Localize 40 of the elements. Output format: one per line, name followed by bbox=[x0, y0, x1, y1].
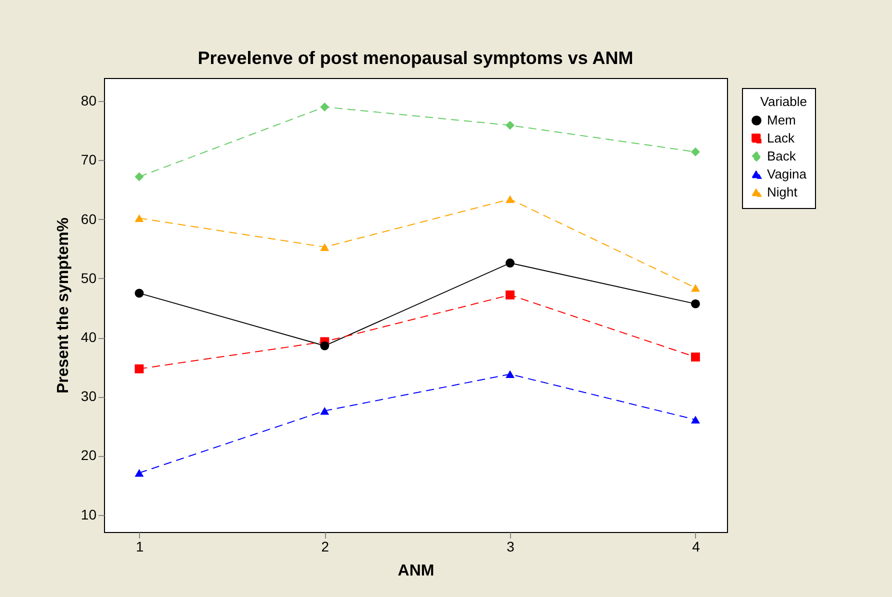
legend-label: Back bbox=[767, 148, 796, 164]
point bbox=[506, 290, 515, 300]
point bbox=[506, 195, 515, 204]
legend-title: Variable bbox=[760, 94, 807, 109]
point bbox=[691, 416, 700, 424]
y-tick-label: 50 bbox=[80, 270, 97, 286]
y-tick-label: 30 bbox=[80, 388, 97, 404]
y-tick-label: 40 bbox=[80, 329, 97, 346]
point bbox=[320, 102, 330, 112]
point bbox=[506, 370, 515, 378]
point bbox=[134, 214, 144, 222]
point bbox=[506, 258, 515, 268]
x-tick-label: 3 bbox=[506, 538, 515, 554]
point bbox=[691, 299, 700, 308]
y-tick-label: 10 bbox=[80, 506, 97, 522]
point bbox=[134, 172, 144, 182]
y-axis-title: Present the symptem% bbox=[54, 217, 72, 394]
y-tick-label: 80 bbox=[80, 92, 97, 109]
point bbox=[691, 284, 700, 292]
legend-label: Lack bbox=[767, 130, 795, 146]
legend-label: Night bbox=[767, 184, 798, 200]
x-axis-title: ANM bbox=[398, 562, 434, 580]
x-tick-label: 4 bbox=[692, 538, 700, 554]
point bbox=[134, 364, 144, 374]
y-tick-label: 70 bbox=[80, 152, 97, 168]
x-tick-label: 2 bbox=[321, 538, 330, 554]
point bbox=[691, 147, 700, 156]
point bbox=[320, 243, 330, 251]
y-tick-label: 60 bbox=[80, 210, 97, 227]
point bbox=[320, 406, 330, 415]
point bbox=[506, 120, 515, 130]
point bbox=[320, 341, 330, 350]
point bbox=[134, 469, 144, 477]
x-tick-label: 1 bbox=[136, 538, 144, 554]
legend-label: Vagina bbox=[767, 166, 808, 182]
point bbox=[691, 352, 700, 362]
point bbox=[134, 288, 144, 298]
chart-title: Prevelenve of post menopausal symptoms vs ANM bbox=[198, 48, 634, 68]
y-tick-label: 20 bbox=[80, 447, 97, 464]
legend-label: Mem bbox=[767, 112, 796, 128]
